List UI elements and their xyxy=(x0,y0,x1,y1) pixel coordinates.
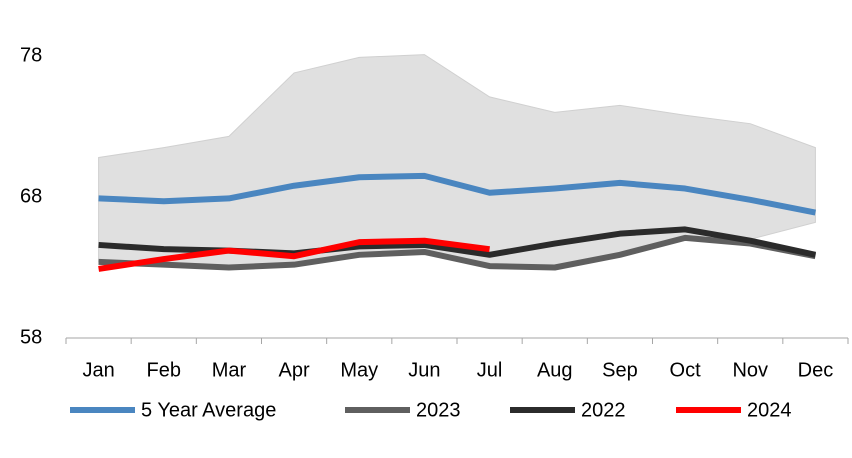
y-tick-label: 78 xyxy=(20,44,42,66)
x-tick-label: Jun xyxy=(408,359,440,381)
x-tick-label: Oct xyxy=(670,359,702,381)
x-tick-label: Mar xyxy=(212,359,247,381)
y-tick-label: 68 xyxy=(20,185,42,207)
legend-label: 5 Year Average xyxy=(141,399,276,421)
x-tick-label: Nov xyxy=(732,359,768,381)
x-tick-label: Feb xyxy=(147,359,181,381)
x-tick-label: May xyxy=(340,359,378,381)
legend-label: 2022 xyxy=(581,399,626,421)
legend-label: 2023 xyxy=(416,399,461,421)
x-tick-label: Apr xyxy=(279,359,310,381)
x-tick-label: Sep xyxy=(602,359,638,381)
x-tick-label: Jul xyxy=(477,359,503,381)
series-line xyxy=(98,172,816,216)
y-tick-label: 58 xyxy=(20,326,42,348)
series-line xyxy=(98,237,490,272)
x-tick-label: Dec xyxy=(798,359,834,381)
legend-label: 2024 xyxy=(747,399,792,421)
x-tick-label: Aug xyxy=(537,359,573,381)
series-line xyxy=(98,234,816,271)
x-tick-label: Jan xyxy=(82,359,114,381)
